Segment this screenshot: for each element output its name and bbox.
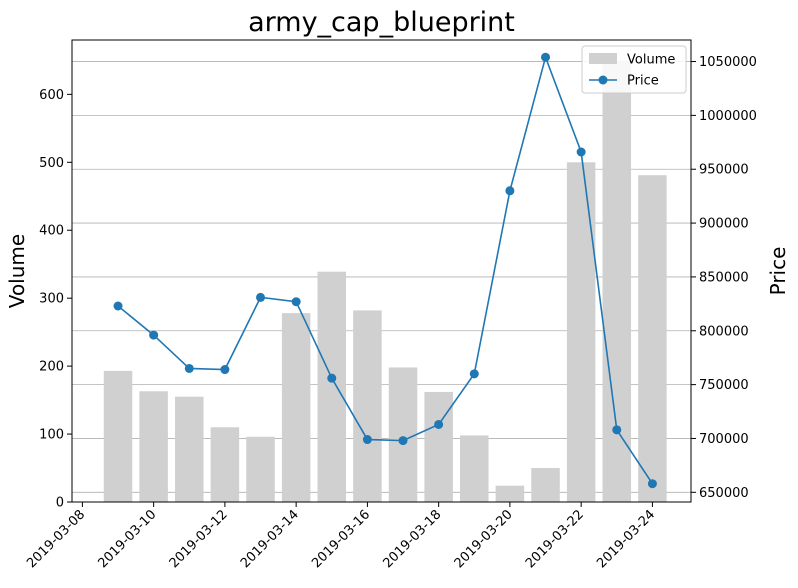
plot-frame: [71, 39, 692, 503]
y2-tick-label: 750000: [699, 378, 749, 393]
x-tick-label: 2019-03-24: [594, 507, 658, 571]
y-tick-label: 300: [39, 292, 64, 307]
chart-title: army_cap_blueprint: [248, 7, 515, 38]
y2-tick-label: 650000: [699, 486, 749, 501]
volume-bar: [246, 436, 275, 502]
y2-tick-label: 950000: [699, 163, 749, 178]
x-tick-label: 2019-03-16: [309, 507, 373, 571]
x-tick-label: 2019-03-20: [452, 507, 516, 571]
y2-tick-label: 850000: [699, 270, 749, 285]
x-tick-label: 2019-03-14: [238, 507, 302, 571]
y2-tick-label: 1050000: [699, 55, 757, 70]
x-tick-label: 2019-03-12: [167, 507, 231, 571]
y-tick-label: 400: [39, 224, 64, 239]
volume-bar: [602, 61, 632, 502]
y2-tick-label: 700000: [699, 432, 749, 447]
price-point: [469, 369, 479, 379]
legend-swatch-volume: [589, 53, 617, 64]
legend: Volume Price: [581, 45, 687, 94]
volume-bar: [531, 468, 560, 502]
price-point: [256, 292, 266, 302]
y2-tick-label: 800000: [699, 324, 749, 339]
volume-bar: [139, 391, 168, 502]
price-point: [541, 52, 551, 62]
x-tick-label: 2019-03-22: [523, 507, 587, 571]
price-point: [434, 419, 444, 429]
volume-bar: [424, 391, 453, 502]
y2-tick-label: 1000000: [699, 109, 757, 124]
x-tick-label: 2019-03-08: [24, 507, 88, 571]
y-tick-label: 200: [39, 360, 64, 375]
y-axis-title: Volume: [5, 234, 29, 308]
x-tick-label: 2019-03-18: [380, 507, 444, 571]
volume-bar: [317, 271, 347, 502]
legend-swatch-price-marker: [598, 75, 608, 85]
price-line: [117, 54, 654, 485]
volume-bar: [281, 313, 311, 502]
price-point: [362, 435, 372, 445]
y-tick-label: 100: [39, 428, 64, 443]
price-point: [291, 297, 301, 307]
volume-bar: [103, 370, 133, 502]
y-tick-label: 0: [56, 496, 64, 511]
price-point: [184, 363, 194, 373]
x-tick-label: 2019-03-10: [95, 507, 159, 571]
volume-bar: [210, 427, 240, 502]
price-point: [327, 373, 337, 383]
price-point: [576, 147, 586, 157]
price-point: [647, 479, 657, 489]
volume-bar: [638, 175, 667, 502]
y-tick-label: 500: [39, 156, 64, 171]
volume-bars: [103, 61, 667, 502]
legend-label-price: Price: [627, 74, 659, 89]
price-point: [612, 425, 622, 435]
legend-label-volume: Volume: [627, 53, 675, 68]
volume-bar: [566, 162, 596, 502]
volume-bar: [388, 367, 418, 502]
volume-bar: [495, 485, 525, 502]
price-line-series: [113, 52, 657, 489]
volume-bar: [460, 435, 489, 502]
y-tick-label: 600: [39, 88, 64, 103]
y2-tick-label: 900000: [699, 217, 749, 232]
y2-axis-title: Price: [766, 247, 790, 296]
price-point: [398, 436, 408, 446]
price-point: [505, 186, 515, 196]
price-point: [149, 330, 159, 340]
price-point: [113, 301, 123, 311]
volume-bar: [175, 396, 204, 502]
price-point: [220, 365, 230, 375]
volume-bar: [353, 310, 382, 502]
